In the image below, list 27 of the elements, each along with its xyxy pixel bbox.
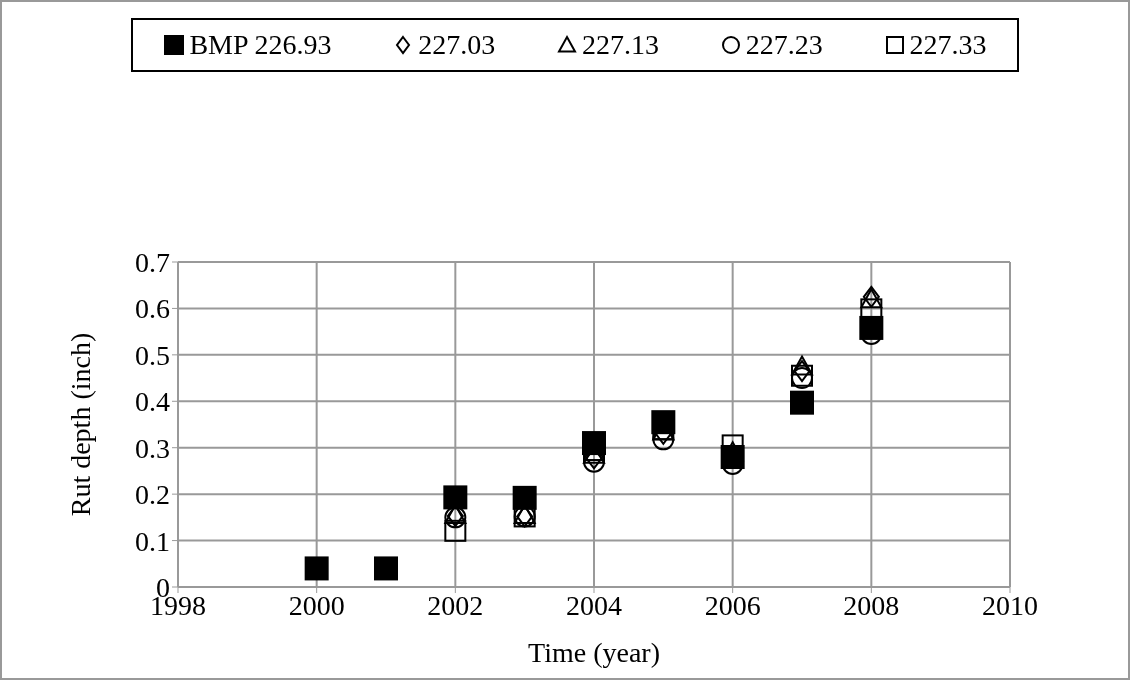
point — [793, 360, 811, 383]
point — [444, 519, 467, 542]
y-tick-label: 0.4 — [135, 386, 170, 418]
x-axis-title: Time (year) — [528, 637, 660, 668]
x-tick-label: 2008 — [843, 589, 900, 621]
legend-label: 227.23 — [745, 29, 823, 61]
point — [791, 355, 813, 376]
y-tick-label: 0.1 — [135, 525, 170, 557]
y-tick-label: 0.2 — [135, 479, 170, 511]
y-tick-label: 0.3 — [135, 432, 170, 464]
legend-label: 227.33 — [909, 29, 987, 61]
point — [790, 390, 814, 415]
legend-label: 227.03 — [418, 29, 496, 61]
y-tick-label: 0.5 — [135, 339, 170, 371]
y-tick-label: 0.6 — [135, 293, 170, 325]
legend-label: BMP 226.93 — [189, 29, 332, 61]
x-tick-label: 2006 — [704, 589, 761, 621]
x-tick-label: 2010 — [982, 589, 1038, 621]
point — [443, 485, 468, 510]
y-axis-title: Rut depth (inch) — [64, 332, 96, 517]
x-tick-label: 2002 — [427, 589, 484, 621]
y-tick-label: 0.7 — [135, 246, 170, 278]
x-tick-label: 2000 — [288, 589, 345, 621]
point — [304, 556, 329, 581]
point — [374, 556, 398, 581]
legend-label: 227.13 — [582, 29, 660, 61]
x-tick-label: 2004 — [566, 589, 622, 621]
